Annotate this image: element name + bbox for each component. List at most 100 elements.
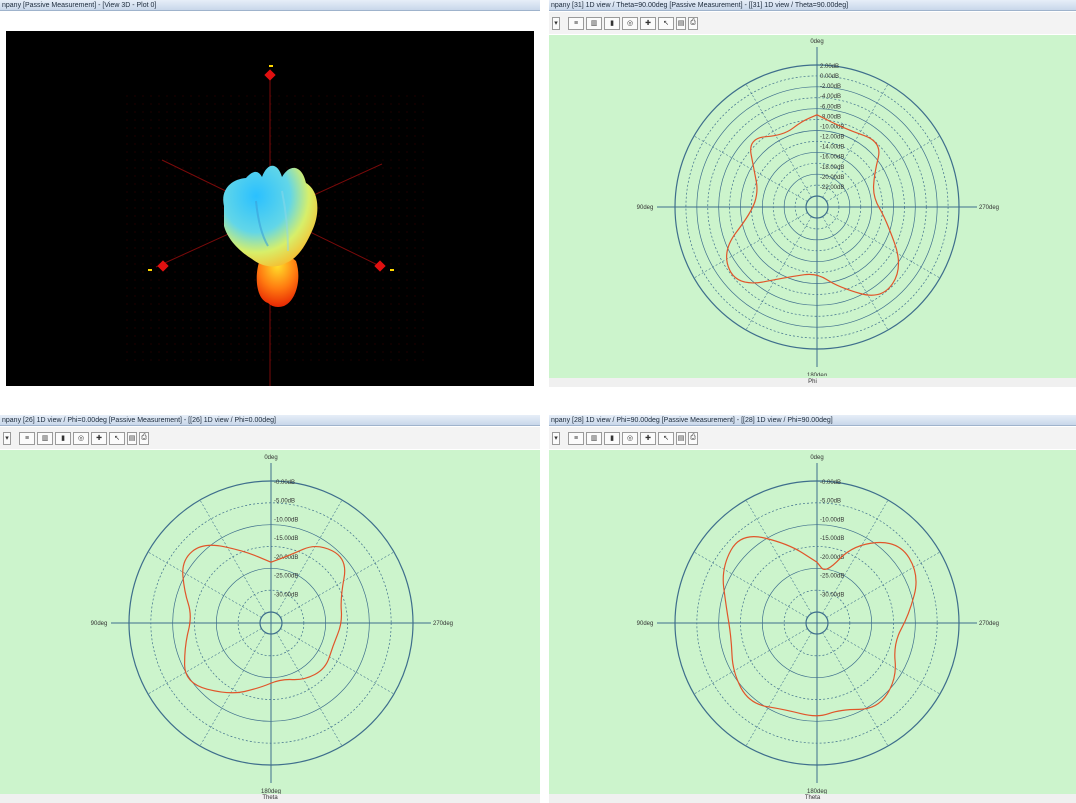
grid-spoke: [276, 499, 343, 614]
marker-icon[interactable]: ✚: [640, 16, 656, 30]
dropdown-arrow-icon[interactable]: ▾: [552, 16, 560, 30]
db-tick-label: -10.00dB: [820, 124, 844, 130]
grid-spoke: [693, 212, 808, 279]
polar-chart: 2.00dB 0.00dB -2.00dB -4.00dB -6.00dB -8.00dB…: [637, 39, 999, 376]
grid-spoke: [745, 632, 812, 747]
bar-chart-icon[interactable]: ▮: [604, 431, 620, 445]
window-phi-90: npany [28] 1D view / Phi=90.00deg [Passi…: [549, 415, 1076, 803]
angle-label-top: 0deg: [810, 39, 823, 45]
db-tick-label: -30.00dB: [274, 592, 298, 598]
radiation-pattern-3d: [223, 165, 318, 307]
db-tick-label: -16.00dB: [820, 155, 844, 161]
db-tick-label: -4.00dB: [820, 94, 841, 100]
polar-icon[interactable]: ◎: [622, 431, 638, 445]
grid-spoke: [826, 212, 941, 279]
marker-icon[interactable]: ✚: [91, 431, 107, 445]
cursor-icon[interactable]: ↖: [109, 431, 125, 445]
angle-label-right: 270deg: [979, 205, 999, 211]
print-icon[interactable]: ⎙: [688, 16, 698, 30]
db-tick-label: -15.00dB: [820, 536, 844, 542]
axis-footer-label: Phi: [549, 378, 1076, 387]
cursor-icon[interactable]: ↖: [658, 16, 674, 30]
plot-toolbar: ▾ ≡ ▥ ▮ ◎ ✚ ↖ ▤ ⎙: [549, 12, 1076, 34]
grid-spoke: [822, 83, 889, 198]
polar-icon[interactable]: ◎: [73, 431, 89, 445]
grid-spoke: [826, 551, 941, 618]
grid-spoke: [745, 499, 812, 614]
plot-toolbar: ▾ ≡ ▥ ▮ ◎ ✚ ↖ ▤ ⎙: [549, 427, 1076, 449]
polar-chart: -0.00dB -5.00dB -10.00dB -15.00dB -20.00dB -2…: [91, 455, 453, 794]
color-chart-icon[interactable]: ▥: [37, 431, 53, 445]
axis-footer-label: Theta: [549, 794, 1076, 803]
db-tick-label: -5.00dB: [820, 499, 841, 505]
copy-icon[interactable]: ▤: [676, 431, 686, 445]
polar-icon[interactable]: ◎: [622, 16, 638, 30]
bar-chart-icon[interactable]: ▮: [55, 431, 71, 445]
grid-spoke: [822, 632, 889, 747]
list-view-icon[interactable]: ≡: [568, 16, 584, 30]
grid-spoke: [693, 551, 808, 618]
print-icon[interactable]: ⎙: [139, 431, 149, 445]
db-tick-label: -10.00dB: [274, 517, 298, 523]
print-icon[interactable]: ⎙: [688, 431, 698, 445]
db-tick-label: -10.00dB: [820, 517, 844, 523]
db-tick-label: -0.00dB: [820, 480, 841, 486]
window-title: npany [28] 1D view / Phi=90.00deg [Passi…: [549, 415, 1076, 426]
db-tick-label: -12.00dB: [820, 135, 844, 141]
polar-chart: -0.00dB -5.00dB -10.00dB -15.00dB -20.00dB -2…: [637, 455, 999, 794]
grid-spoke: [280, 551, 395, 618]
plot-toolbar: ▾ ≡ ▥ ▮ ◎ ✚ ↖ ▤ ⎙: [0, 427, 540, 449]
db-tick-label: -22.00dB: [820, 185, 844, 191]
db-tick-label: -0.00dB: [274, 480, 295, 486]
color-chart-icon[interactable]: ▥: [586, 16, 602, 30]
grid-spoke: [822, 216, 889, 331]
dropdown-arrow-icon[interactable]: ▾: [3, 431, 11, 445]
window-title: npany [Passive Measurement] - [View 3D -…: [0, 0, 540, 11]
grid-spoke: [199, 632, 266, 747]
cursor-icon[interactable]: ↖: [658, 431, 674, 445]
window-title: npany [26] 1D view / Phi=0.00deg [Passiv…: [0, 415, 540, 426]
db-tick-label: -18.00dB: [820, 165, 844, 171]
window-theta-90: npany [31] 1D view / Theta=90.00deg [Pas…: [549, 0, 1076, 387]
angle-label-bottom: 180deg: [261, 789, 281, 794]
angle-label-left: 90deg: [637, 205, 654, 211]
db-tick-label: -25.00dB: [820, 574, 844, 580]
window-title: npany [31] 1D view / Theta=90.00deg [Pas…: [549, 0, 1076, 11]
angle-label-top: 0deg: [264, 455, 277, 461]
3d-viewport[interactable]: [6, 31, 534, 386]
angle-label-left: 90deg: [637, 621, 654, 627]
grid-spoke: [276, 632, 343, 747]
angle-label-right: 270deg: [433, 621, 453, 627]
grid-spoke: [199, 499, 266, 614]
grid-spoke: [826, 135, 941, 202]
angle-label-bottom: 180deg: [807, 373, 827, 376]
grid-spoke: [745, 216, 812, 331]
grid-spoke: [693, 135, 808, 202]
list-view-icon[interactable]: ≡: [19, 431, 35, 445]
db-tick-label: -5.00dB: [274, 499, 295, 505]
list-view-icon[interactable]: ≡: [568, 431, 584, 445]
polar-plot-area[interactable]: -0.00dB -5.00dB -10.00dB -15.00dB -20.00dB -2…: [549, 450, 1076, 794]
db-tick-label: -15.00dB: [274, 536, 298, 542]
db-tick-label: -20.00dB: [274, 555, 298, 561]
axis-end-tags: [148, 65, 394, 271]
polar-plot-area[interactable]: 2.00dB 0.00dB -2.00dB -4.00dB -6.00dB -8.00dB…: [549, 35, 1076, 378]
grid-spoke: [693, 628, 808, 695]
db-tick-label: -20.00dB: [820, 555, 844, 561]
pattern-trace: [722, 536, 917, 717]
copy-icon[interactable]: ▤: [127, 431, 137, 445]
angle-label-bottom: 180deg: [807, 789, 827, 794]
marker-icon[interactable]: ✚: [640, 431, 656, 445]
angle-label-top: 0deg: [810, 455, 823, 461]
copy-icon[interactable]: ▤: [676, 16, 686, 30]
color-chart-icon[interactable]: ▥: [586, 431, 602, 445]
window-3d-view: npany [Passive Measurement] - [View 3D -…: [0, 0, 540, 387]
bar-chart-icon[interactable]: ▮: [604, 16, 620, 30]
polar-plot-area[interactable]: -0.00dB -5.00dB -10.00dB -15.00dB -20.00dB -2…: [0, 450, 540, 794]
db-tick-label: -25.00dB: [274, 574, 298, 580]
angle-label-left: 90deg: [91, 621, 108, 627]
dropdown-arrow-icon[interactable]: ▾: [552, 431, 560, 445]
grid-spoke: [745, 83, 812, 198]
db-tick-label: -14.00dB: [820, 145, 844, 151]
grid-spoke: [147, 551, 262, 618]
